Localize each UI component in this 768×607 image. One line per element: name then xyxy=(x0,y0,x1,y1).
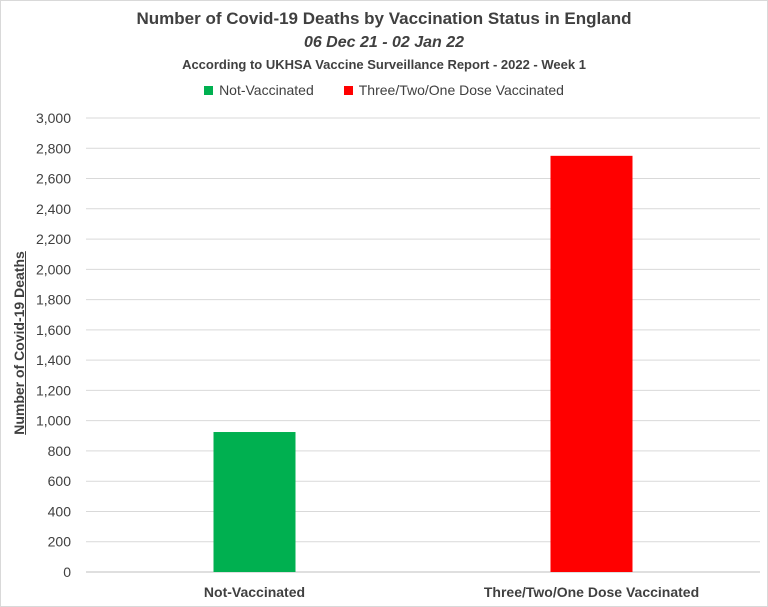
y-tick-label: 1,400 xyxy=(36,352,71,368)
y-tick-label: 1,000 xyxy=(36,413,71,429)
x-tick-label: Three/Two/One Dose Vaccinated xyxy=(484,584,699,600)
y-tick-label: 200 xyxy=(48,534,72,550)
y-tick-label: 2,800 xyxy=(36,140,71,156)
legend-swatch-not-vaccinated xyxy=(204,85,214,95)
y-tick-label: 2,600 xyxy=(36,171,71,187)
legend-swatch-vaccinated xyxy=(343,85,353,95)
y-tick-label: 1,200 xyxy=(36,382,71,398)
chart-title: Number of Covid-19 Deaths by Vaccination… xyxy=(136,9,632,28)
chart-source-note: According to UKHSA Vaccine Surveillance … xyxy=(182,57,586,72)
legend-label-not-vaccinated: Not-Vaccinated xyxy=(219,82,314,98)
y-tick-label: 400 xyxy=(48,503,72,519)
bar xyxy=(213,432,296,572)
legend-label-vaccinated: Three/Two/One Dose Vaccinated xyxy=(358,82,564,98)
chart-legend: Not-Vaccinated Three/Two/One Dose Vaccin… xyxy=(0,82,768,98)
legend-item-vaccinated: Three/Two/One Dose Vaccinated xyxy=(343,82,564,98)
y-tick-label: 3,000 xyxy=(36,110,71,126)
y-tick-label: 1,600 xyxy=(36,322,71,338)
y-tick-label: 800 xyxy=(48,443,72,459)
legend-item-not-vaccinated: Not-Vaccinated xyxy=(204,82,314,98)
chart-subtitle: 06 Dec 21 - 02 Jan 22 xyxy=(303,34,465,51)
y-tick-label: 1,800 xyxy=(36,292,71,308)
y-tick-label: 0 xyxy=(63,564,71,580)
bar xyxy=(550,155,633,573)
x-tick-label: Not-Vaccinated xyxy=(204,584,305,600)
y-tick-label: 2,200 xyxy=(36,231,71,247)
y-tick-label: 2,000 xyxy=(36,261,71,277)
y-tick-label: 2,400 xyxy=(36,201,71,217)
y-tick-label: 600 xyxy=(48,473,72,489)
